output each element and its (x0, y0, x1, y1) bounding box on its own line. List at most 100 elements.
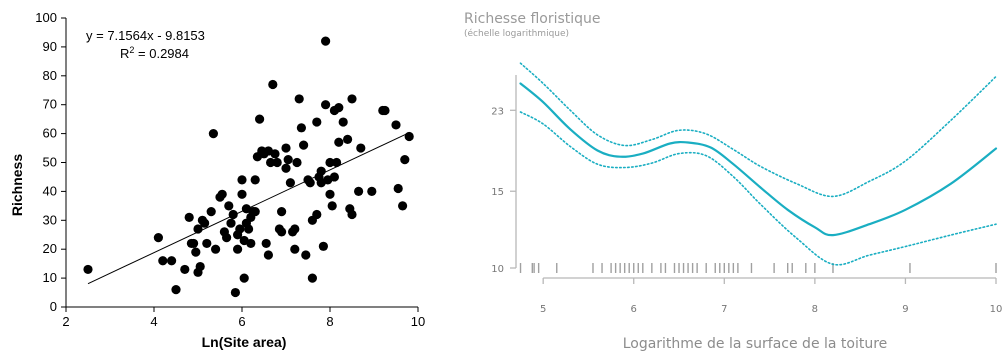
data-point (330, 172, 339, 181)
spline-chart-panel: Richesse floristique (échelle logarithmi… (450, 0, 1007, 354)
data-point (211, 245, 220, 254)
data-point (251, 175, 260, 184)
data-point (222, 233, 231, 242)
y-tick-label: 15 (491, 187, 504, 198)
spline-chart: Richesse floristique (échelle logarithmi… (450, 0, 1007, 354)
data-point (244, 224, 253, 233)
data-point (290, 224, 299, 233)
rug-marks (521, 263, 996, 273)
confidence-upper-curve (521, 63, 997, 196)
data-point (229, 210, 238, 219)
x-tick-label: 8 (812, 304, 818, 315)
x-tick-label: 10 (990, 304, 1003, 315)
data-point (167, 256, 176, 265)
spline-axes: 10 15 23 5 6 7 8 9 10 (491, 75, 1002, 315)
fitted-curve (521, 84, 997, 236)
y-tick-label: 50 (43, 155, 57, 170)
data-point (246, 239, 255, 248)
data-point (356, 143, 365, 152)
data-point (394, 184, 403, 193)
x-axis-title: Logarithme de la surface de la toiture (623, 336, 888, 352)
data-point (171, 285, 180, 294)
y-tick-label: 60 (43, 126, 57, 141)
data-point (158, 256, 167, 265)
data-point (334, 138, 343, 147)
data-point (343, 135, 352, 144)
data-point (237, 175, 246, 184)
data-point (367, 187, 376, 196)
y-tick-label: 30 (43, 212, 57, 227)
x-tick-label: 9 (902, 304, 908, 315)
data-point (321, 100, 330, 109)
data-point (233, 230, 242, 239)
data-point (200, 219, 209, 228)
data-point (273, 158, 282, 167)
data-point (347, 94, 356, 103)
data-point (154, 233, 163, 242)
data-point (328, 201, 337, 210)
data-point (317, 167, 326, 176)
x-tick-label: 2 (62, 314, 69, 329)
data-point (255, 115, 264, 124)
data-point (295, 94, 304, 103)
data-point (400, 155, 409, 164)
x-tick-label: 6 (631, 304, 637, 315)
x-tick-label: 5 (540, 304, 546, 315)
data-point (312, 117, 321, 126)
data-point (380, 106, 389, 115)
scatter-chart-panel: 0 10 20 30 40 50 60 70 80 90 100 2 4 6 8 10 y = 7.1564x… (0, 0, 450, 354)
data-point (231, 288, 240, 297)
data-point (207, 207, 216, 216)
data-point (347, 210, 356, 219)
data-point (391, 120, 400, 129)
data-point (354, 187, 363, 196)
data-point (226, 219, 235, 228)
y-tick-label: 0 (50, 299, 57, 314)
data-point (277, 227, 286, 236)
data-point (332, 158, 341, 167)
confidence-lower-curve (521, 112, 997, 265)
data-point (251, 207, 260, 216)
x-tick-label: 4 (150, 314, 157, 329)
data-point (319, 242, 328, 251)
y-tick-label: 70 (43, 97, 57, 112)
data-point (299, 141, 308, 150)
data-point (224, 201, 233, 210)
scatter-chart: 0 10 20 30 40 50 60 70 80 90 100 2 4 6 8 10 y = 7.1564x… (0, 0, 450, 354)
chart-title: Richesse floristique (464, 11, 601, 27)
data-point (297, 123, 306, 132)
x-tick-label: 8 (326, 314, 333, 329)
data-point (281, 164, 290, 173)
chart-subtitle: (échelle logarithmique) (464, 28, 569, 39)
data-point (262, 239, 271, 248)
data-point (83, 265, 92, 274)
data-point (334, 103, 343, 112)
data-point (191, 247, 200, 256)
data-point (209, 129, 218, 138)
data-point (202, 239, 211, 248)
data-point (301, 250, 310, 259)
data-point (264, 250, 273, 259)
data-point (306, 178, 315, 187)
data-point (308, 274, 317, 283)
y-tick-label: 10 (43, 270, 57, 285)
y-tick-label: 20 (43, 241, 57, 256)
data-point (292, 158, 301, 167)
x-tick-label: 10 (411, 314, 425, 329)
r-squared-label: R2 = 0.2984 (120, 45, 189, 61)
data-point (233, 245, 242, 254)
data-point (196, 262, 205, 271)
y-axis-title: Richness (9, 154, 25, 216)
data-point (264, 146, 273, 155)
x-tick-label: 7 (721, 304, 727, 315)
y-tick-label: 40 (43, 183, 57, 198)
data-point (268, 80, 277, 89)
x-axis-title: Ln(Site area) (202, 334, 287, 350)
data-point (189, 239, 198, 248)
data-point (281, 143, 290, 152)
y-tick-label: 23 (491, 106, 504, 117)
data-point (325, 190, 334, 199)
spline-lines (521, 63, 997, 265)
data-point (218, 190, 227, 199)
y-tick-label: 100 (35, 10, 57, 25)
